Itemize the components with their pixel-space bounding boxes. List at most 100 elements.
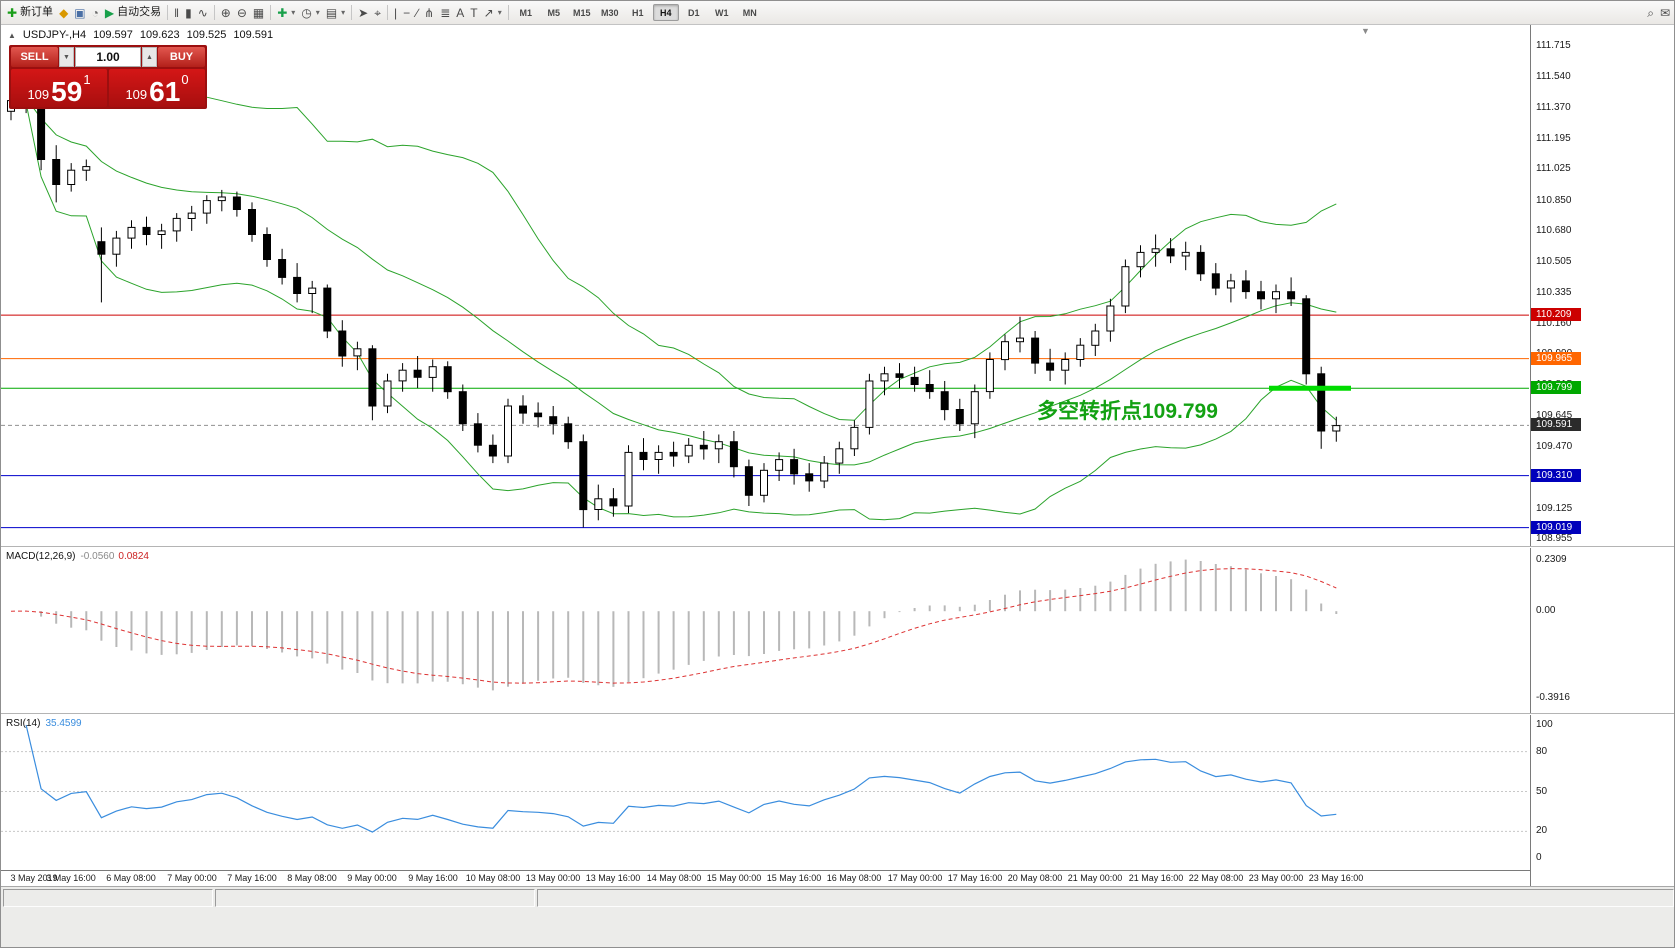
new-order-label: 新订单 — [20, 6, 54, 18]
templates-button[interactable]: ▤ ▾ — [323, 3, 348, 23]
trendline-button[interactable]: ∕ — [413, 3, 421, 23]
rsi-axis-label: 20 — [1536, 825, 1548, 836]
buy-price-big: 61 — [149, 76, 181, 108]
buy-button[interactable]: BUY — [158, 47, 205, 67]
data-window-button[interactable]: ▣ — [71, 3, 88, 23]
price-axis[interactable]: 111.715 111.540 111.370 111.195 111.025 110.8… — [1530, 25, 1674, 886]
status-cell — [3, 889, 213, 907]
price-axis-label: 108.955 — [1536, 533, 1573, 544]
andrews-pitchfork-button[interactable]: ⋔ — [421, 3, 437, 23]
cursor-button[interactable]: ➤ — [355, 3, 371, 23]
rsi-axis-label: 50 — [1536, 786, 1548, 797]
macd-signal-value: 0.0824 — [118, 551, 149, 562]
templates-icon: ▤ — [325, 5, 338, 20]
periods-button[interactable]: ◷ ▾ — [298, 3, 323, 23]
chevron-down-icon: ▾ — [497, 7, 502, 17]
buy-price-display[interactable]: 109 61 0 — [109, 69, 205, 107]
tile-windows-button[interactable]: ▦ — [250, 3, 267, 23]
panel-separator[interactable] — [1, 546, 1674, 548]
chevron-down-icon: ▾ — [315, 7, 320, 17]
timeframe-m15[interactable]: M15 — [572, 7, 591, 18]
toolbar-separator — [167, 5, 169, 20]
timeframe-d1[interactable]: D1 — [687, 7, 700, 18]
price-badge: 109.310 — [1531, 469, 1581, 482]
price-axis-label: 111.025 — [1536, 163, 1571, 174]
zoom-out-button[interactable]: ⊖ — [234, 3, 250, 23]
arrow-tools-button[interactable]: ↗ ▾ — [481, 3, 505, 23]
auto-trading-button[interactable]: ▶ 自动交易 — [102, 3, 164, 23]
navigator-icon: ◔ — [91, 5, 99, 20]
price-axis-label: 111.195 — [1536, 133, 1571, 144]
timeframe-h1[interactable]: H1 — [631, 7, 644, 18]
timeframe-w1[interactable]: W1 — [714, 7, 729, 18]
rsi-axis-label: 100 — [1536, 719, 1553, 730]
rsi-axis-label: 80 — [1536, 746, 1548, 757]
text-label-button[interactable]: T — [467, 3, 480, 23]
timeframe-h4[interactable]: H4 — [652, 4, 679, 21]
status-cell — [537, 889, 1674, 907]
ohlc-high: 109.623 — [139, 29, 180, 41]
macd-panel[interactable] — [1, 548, 1529, 713]
sell-price-prefix: 109 — [27, 87, 50, 102]
rsi-value: 35.4599 — [45, 718, 82, 729]
tile-windows-icon: ▦ — [252, 5, 265, 20]
line-chart-button[interactable]: ∿ — [195, 3, 211, 23]
volume-increase-button[interactable]: ▲ — [142, 47, 157, 67]
macd-axis-label: 0.00 — [1536, 605, 1556, 616]
bar-chart-button[interactable]: ‖ — [171, 3, 182, 23]
price-badge: 109.591 — [1531, 418, 1581, 431]
macd-main-value: -0.0560 — [80, 551, 115, 562]
search-button[interactable]: ⌕ — [1644, 3, 1657, 23]
price-axis-label: 111.370 — [1536, 102, 1571, 113]
timeframe-m5[interactable]: M5 — [547, 7, 560, 18]
price-axis-label: 109.470 — [1536, 441, 1573, 452]
candlestick-chart-button[interactable]: ▮ — [182, 3, 195, 23]
timeframe-m30[interactable]: M30 — [600, 7, 619, 18]
price-axis-label: 109.125 — [1536, 503, 1573, 514]
timeframe-m1[interactable]: M1 — [519, 7, 532, 18]
andrews-pitchfork-icon: ⋔ — [424, 5, 435, 20]
macd-axis-label: -0.3916 — [1536, 692, 1570, 703]
price-badge: 109.965 — [1531, 352, 1581, 365]
text-button[interactable]: A — [453, 3, 467, 23]
chart-shift-marker-icon[interactable]: ▼ — [1361, 26, 1370, 36]
indicators-button[interactable]: ✚ ▾ — [274, 3, 298, 23]
zoom-in-button[interactable]: ⊕ — [218, 3, 234, 23]
time-axis-label: 22 May 08:00 — [1188, 873, 1244, 883]
price-axis-label: 109.645 — [1536, 410, 1573, 421]
price-badge: 109.799 — [1531, 381, 1581, 394]
fibonacci-button[interactable]: ≣ — [437, 3, 453, 23]
macd-axis-label: 0.2309 — [1536, 554, 1567, 565]
horizontal-line-button[interactable]: − — [400, 3, 413, 23]
time-axis[interactable]: 3 May 2019 3 May 16:00 6 May 08:00 7 May 00… — [1, 870, 1530, 886]
one-click-trading-panel: SELL ▼ 1.00 ▲ BUY 109 59 1 109 61 0 — [9, 45, 207, 109]
community-button[interactable]: ✉ — [1657, 3, 1673, 23]
buy-price-prefix: 109 — [125, 87, 148, 102]
new-order-button[interactable]: ✚ 新订单 — [4, 3, 56, 23]
volume-input[interactable]: 1.00 — [75, 47, 141, 67]
turning-point-annotation: 多空转折点109.799 — [1037, 400, 1218, 423]
timeframe-mn[interactable]: MN — [742, 7, 757, 18]
price-chart-canvas[interactable] — [1, 25, 1529, 546]
price-badge: 110.209 — [1531, 308, 1581, 321]
rsi-panel[interactable] — [1, 715, 1529, 870]
time-axis-label: 20 May 08:00 — [1007, 873, 1063, 883]
sell-price-display[interactable]: 109 59 1 — [11, 69, 107, 107]
crosshair-button[interactable]: ⌖ — [371, 3, 384, 23]
vertical-line-button[interactable]: | — [391, 3, 400, 23]
toolbar-separator — [213, 5, 215, 20]
indicators-icon: ✚ — [277, 5, 288, 20]
auto-trading-label: 自动交易 — [117, 6, 162, 18]
one-click-toggle-icon[interactable]: ▲ — [8, 30, 16, 40]
buy-price-pip: 0 — [181, 72, 189, 87]
time-axis-label: 21 May 16:00 — [1128, 873, 1184, 883]
navigator-button[interactable]: ◔ — [89, 3, 102, 23]
panel-separator[interactable] — [1, 713, 1674, 715]
market-watch-button[interactable]: ◆ — [56, 3, 71, 23]
time-axis-label: 3 May 2019 — [10, 873, 58, 883]
time-axis-label: 10 May 08:00 — [465, 873, 521, 883]
volume-decrease-button[interactable]: ▼ — [59, 47, 74, 67]
sell-button[interactable]: SELL — [11, 47, 58, 67]
time-axis-label: 23 May 00:00 — [1248, 873, 1304, 883]
status-cell — [215, 889, 535, 907]
